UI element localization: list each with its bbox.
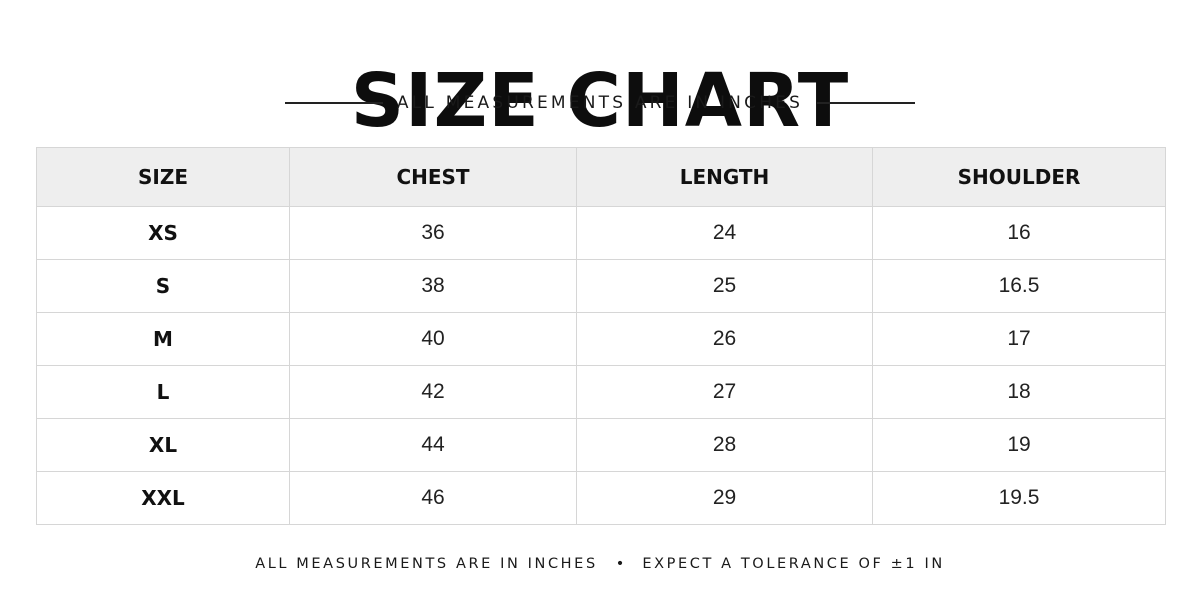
size-cell: L — [36, 365, 290, 419]
size-cell: XXL — [36, 471, 290, 525]
table-header-row: SIZE CHEST LENGTH SHOULDER — [36, 147, 1166, 207]
length-cell: 26 — [576, 312, 873, 366]
table-row: XL 44 28 19 — [36, 418, 1166, 472]
shoulder-cell: 16 — [872, 206, 1166, 260]
footer-note: ALL MEASUREMENTS ARE IN INCHES • EXPECT A … — [0, 556, 1200, 578]
table-row: XXL 46 29 19.5 — [36, 471, 1166, 525]
shoulder-cell: 18 — [872, 365, 1166, 419]
shoulder-cell: 19.5 — [872, 471, 1166, 525]
chest-cell: 40 — [289, 312, 577, 366]
table-row: M 40 26 17 — [36, 312, 1166, 366]
length-cell: 29 — [576, 471, 873, 525]
chest-cell: 44 — [289, 418, 577, 472]
chest-cell: 36 — [289, 206, 577, 260]
size-cell: M — [36, 312, 290, 366]
column-header-shoulder: SHOULDER — [872, 147, 1166, 207]
subtitle-row: ALL MEASUREMENTS ARE IN INCHES — [0, 92, 1200, 114]
length-cell: 27 — [576, 365, 873, 419]
size-cell: XL — [36, 418, 290, 472]
table-row: L 42 27 18 — [36, 365, 1166, 419]
shoulder-cell: 19 — [872, 418, 1166, 472]
page-title: SIZE CHART — [350, 57, 850, 144]
footer-measurement-note: ALL MEASUREMENTS ARE IN INCHES — [255, 556, 598, 572]
length-cell: 25 — [576, 259, 873, 313]
size-cell: S — [36, 259, 290, 313]
footer-tolerance-note: EXPECT A TOLERANCE OF ±1 IN — [642, 556, 945, 572]
chest-cell: 42 — [289, 365, 577, 419]
right-divider — [817, 102, 916, 104]
length-cell: 24 — [576, 206, 873, 260]
table-row: XS 36 24 16 — [36, 206, 1166, 260]
column-header-size: SIZE — [36, 147, 290, 207]
chest-cell: 38 — [289, 259, 577, 313]
bullet-separator: • — [615, 556, 625, 572]
length-cell: 28 — [576, 418, 873, 472]
page-subtitle: ALL MEASUREMENTS ARE IN INCHES — [396, 93, 804, 113]
shoulder-cell: 16.5 — [872, 259, 1166, 313]
chest-cell: 46 — [289, 471, 577, 525]
shoulder-cell: 17 — [872, 312, 1166, 366]
size-chart-table: SIZE CHEST LENGTH SHOULDER XS 36 24 16 S… — [36, 147, 1166, 525]
column-header-chest: CHEST — [289, 147, 577, 207]
table-row: S 38 25 16.5 — [36, 259, 1166, 313]
size-cell: XS — [36, 206, 290, 260]
column-header-length: LENGTH — [576, 147, 873, 207]
left-divider — [284, 102, 383, 104]
